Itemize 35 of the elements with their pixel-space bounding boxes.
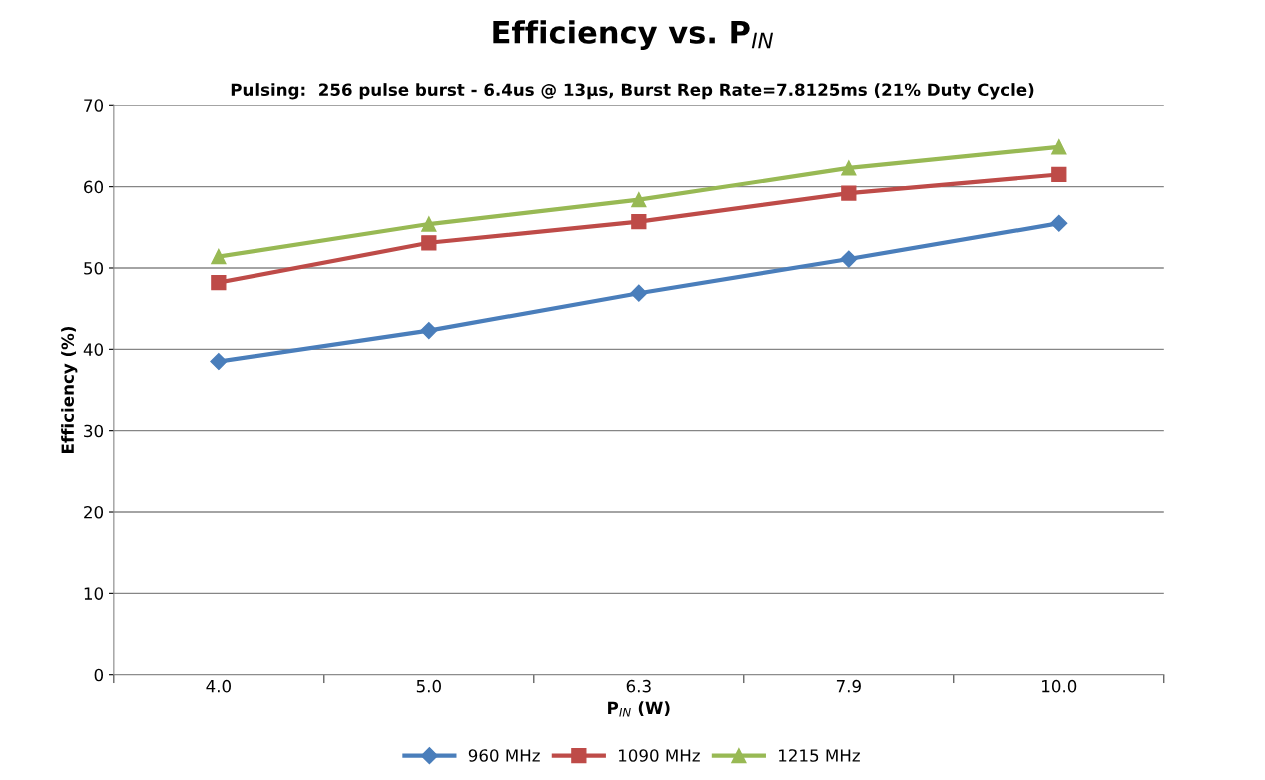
point	[420, 322, 438, 340]
y-tick-label: 30	[84, 424, 104, 438]
chart-subtitle: Pulsing: 256 pulse burst - 6.4us @ 13µs, Burst Rep Rate=7.8125ms (21% Duty Cycle)	[231, 83, 1034, 100]
point	[631, 192, 647, 208]
y-tick-label: 50	[84, 261, 104, 275]
legend-label: 1215 MHz	[779, 749, 860, 762]
y-tick-label: 0	[94, 668, 104, 682]
point	[421, 235, 437, 251]
chart-title: Efficiency vs. P$_{IN}$	[493, 20, 774, 50]
y-tick-label: 10	[84, 587, 104, 600]
x-tick-label: 4.0	[206, 679, 231, 693]
point	[840, 250, 858, 268]
point	[211, 248, 227, 265]
y-tick-label: 40	[83, 343, 104, 356]
point	[210, 352, 228, 371]
x-tick-label: 7.9	[836, 679, 861, 693]
point	[1050, 214, 1068, 232]
point	[841, 185, 857, 201]
y-axis-title: Efficiency (%)	[61, 327, 78, 453]
y-tick-label: 70	[84, 99, 104, 112]
y-tick-label: 20	[84, 505, 104, 519]
point	[631, 213, 647, 230]
x-tick-label: 10.0	[1042, 679, 1077, 693]
legend-label: 1090 MHz	[619, 749, 700, 762]
x-tick-label: 5.0	[416, 679, 441, 693]
y-tick-label: 60	[84, 180, 104, 194]
x-tick-label: 6.3	[626, 679, 651, 693]
point	[421, 216, 437, 232]
point	[841, 160, 857, 176]
point	[630, 284, 648, 302]
x-axis-title: P$_{IN}$ (W)	[608, 701, 670, 717]
point	[211, 274, 227, 291]
point	[1051, 166, 1067, 183]
legend-label: 960 MHz	[468, 749, 540, 762]
point	[1051, 139, 1067, 155]
